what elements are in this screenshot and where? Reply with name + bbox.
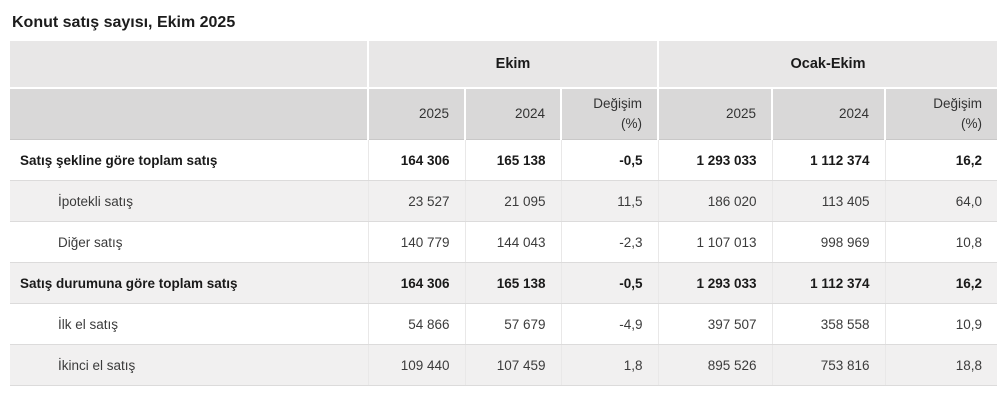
cell-value: 23 527	[367, 180, 465, 222]
cell-value: -0,5	[560, 139, 658, 181]
cell-value: 144 043	[464, 221, 561, 263]
cell-value: 21 095	[464, 180, 561, 222]
cell-value: 64,0	[884, 180, 998, 222]
col-header-ocak-ekim-2024: 2024	[771, 88, 885, 140]
cell-value: 164 306	[367, 262, 465, 304]
table-row-ilk-el-satis: İlk el satış 54 866 57 679 -4,9 397 507 …	[10, 303, 998, 345]
cell-value: 186 020	[657, 180, 772, 222]
cell-value: -2,3	[560, 221, 658, 263]
cell-value: 1 107 013	[657, 221, 772, 263]
page: Konut satış sayısı, Ekim 2025 Ekim Ocak-…	[0, 14, 1008, 386]
cell-value: 18,8	[884, 344, 998, 386]
table-group-header-row: Ekim Ocak-Ekim	[10, 41, 998, 89]
table-row-ipotekli-satis: İpotekli satış 23 527 21 095 11,5 186 02…	[10, 180, 998, 222]
cell-value: -4,9	[560, 303, 658, 345]
row-label: Diğer satış	[10, 221, 368, 263]
col-group-ocak-ekim: Ocak-Ekim	[656, 41, 998, 89]
cell-value: -0,5	[560, 262, 658, 304]
cell-value: 107 459	[464, 344, 561, 386]
table-body: Satış şekline göre toplam satış 164 306 …	[10, 139, 998, 386]
cell-value: 54 866	[367, 303, 465, 345]
cell-value: 109 440	[367, 344, 465, 386]
cell-value: 165 138	[464, 262, 561, 304]
cell-value: 10,8	[884, 221, 998, 263]
housing-sales-table: Ekim Ocak-Ekim 2025 2024 Değişim (%) 202…	[10, 41, 998, 386]
cell-value: 1 293 033	[657, 262, 772, 304]
table-row-satis-sekline-toplam: Satış şekline göre toplam satış 164 306 …	[10, 139, 998, 181]
cell-value: 895 526	[657, 344, 772, 386]
cell-value: 753 816	[771, 344, 885, 386]
cell-value: 1 112 374	[771, 139, 885, 181]
table-row-diger-satis: Diğer satış 140 779 144 043 -2,3 1 107 0…	[10, 221, 998, 263]
cell-value: 998 969	[771, 221, 885, 263]
cell-value: 397 507	[657, 303, 772, 345]
row-label: İpotekli satış	[10, 180, 368, 222]
corner-header-cell	[10, 41, 368, 89]
col-group-ekim: Ekim	[367, 41, 658, 89]
col-header-ekim-degisim: Değişim (%)	[560, 88, 658, 140]
row-label: İkinci el satış	[10, 344, 368, 386]
cell-value: 11,5	[560, 180, 658, 222]
table-row-ikinci-el-satis: İkinci el satış 109 440 107 459 1,8 895 …	[10, 344, 998, 386]
cell-value: 1 112 374	[771, 262, 885, 304]
table-header: Ekim Ocak-Ekim 2025 2024 Değişim (%) 202…	[10, 41, 998, 140]
cell-value: 358 558	[771, 303, 885, 345]
cell-value: 16,2	[884, 139, 998, 181]
col-header-ocak-ekim-degisim: Değişim (%)	[883, 88, 998, 140]
row-label: Satış durumuna göre toplam satış	[10, 262, 368, 304]
cell-value: 10,9	[884, 303, 998, 345]
cell-value: 1,8	[560, 344, 658, 386]
cell-value: 113 405	[771, 180, 885, 222]
cell-value: 140 779	[367, 221, 465, 263]
row-label: İlk el satış	[10, 303, 368, 345]
col-header-ekim-2024: 2024	[464, 88, 561, 140]
col-header-ekim-2025: 2025	[367, 88, 465, 140]
cell-value: 1 293 033	[657, 139, 772, 181]
row-label: Satış şekline göre toplam satış	[10, 139, 368, 181]
table-row-satis-durumuna-toplam: Satış durumuna göre toplam satış 164 306…	[10, 262, 998, 304]
col-header-ocak-ekim-2025: 2025	[657, 88, 772, 140]
cell-value: 164 306	[367, 139, 465, 181]
table-sub-header-row: 2025 2024 Değişim (%) 2025 2024 Değişim …	[10, 88, 998, 140]
corner-subheader-cell	[10, 88, 368, 140]
cell-value: 165 138	[464, 139, 561, 181]
page-title: Konut satış sayısı, Ekim 2025	[12, 14, 236, 31]
cell-value: 16,2	[884, 262, 998, 304]
cell-value: 57 679	[464, 303, 561, 345]
